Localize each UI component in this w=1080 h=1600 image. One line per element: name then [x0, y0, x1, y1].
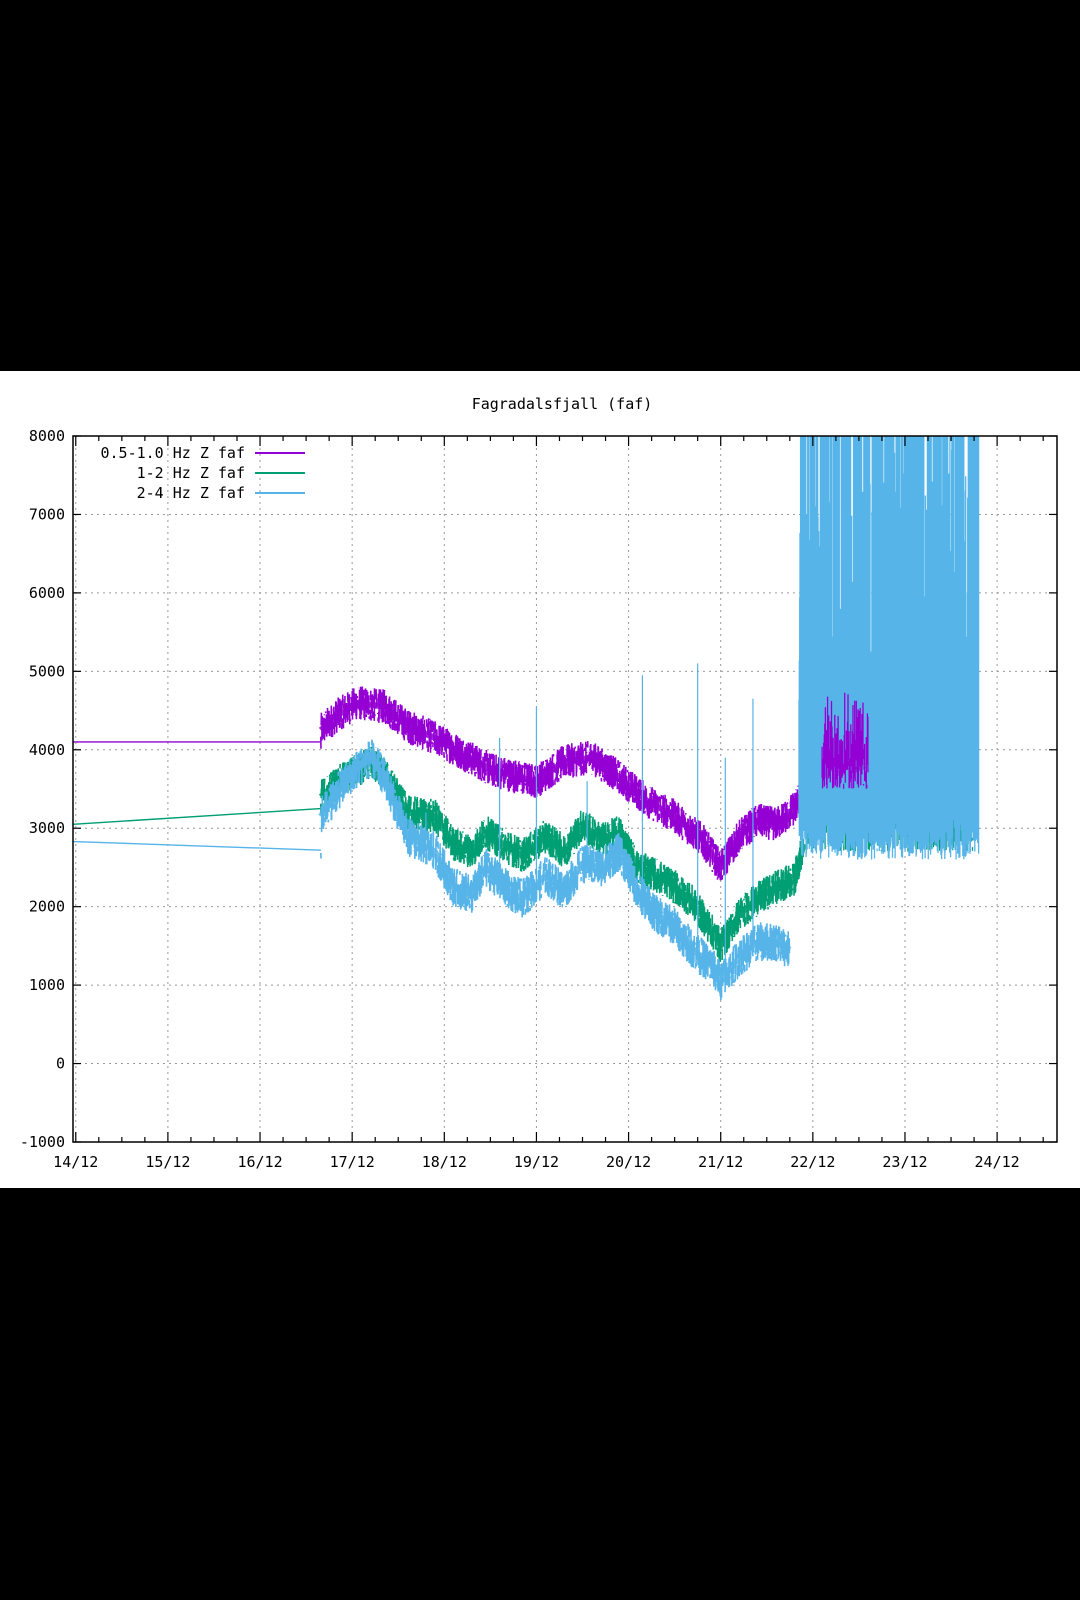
- series-core: [318, 758, 807, 949]
- axes: -1000 0 1000 2000 3000 4000 5000 6000 7000 8000 14…: [20, 427, 1057, 1171]
- legend: 0.5-1.0 Hz Z faf 1-2 Hz Z faf 2-4 Hz Z faf: [101, 444, 305, 502]
- y-tick-label: 6000: [29, 584, 65, 602]
- x-tick-label: 23/12: [882, 1153, 927, 1171]
- chart-panel: Fagradalsfjall (faf) -1000 0 1000 2000 3000 4…: [0, 371, 1080, 1188]
- legend-label: 1-2 Hz Z faf: [137, 464, 245, 482]
- x-tick-label: 21/12: [698, 1153, 743, 1171]
- x-tick-label: 24/12: [975, 1153, 1020, 1171]
- y-tick-label: 1000: [29, 976, 65, 994]
- legend-label: 2-4 Hz Z faf: [137, 484, 245, 502]
- y-tick-label: 2000: [29, 898, 65, 916]
- y-tick-label: 4000: [29, 741, 65, 759]
- x-tick-label: 16/12: [237, 1153, 282, 1171]
- x-tick-label: 18/12: [422, 1153, 467, 1171]
- x-tick-label: 19/12: [514, 1153, 559, 1171]
- series-1-overlay: [821, 692, 869, 789]
- y-tick-label: 5000: [29, 662, 65, 680]
- y-tick-label: 0: [56, 1055, 65, 1073]
- x-tick-label: 14/12: [53, 1153, 98, 1171]
- series-core: [318, 754, 792, 985]
- series-core: [318, 699, 870, 871]
- x-tick-label: 17/12: [330, 1153, 375, 1171]
- series-band: [821, 692, 869, 789]
- x-tick-label: 22/12: [790, 1153, 835, 1171]
- x-tick-label: 15/12: [145, 1153, 190, 1171]
- y-tick-label: 3000: [29, 819, 65, 837]
- plot-border: [72, 435, 1058, 1143]
- chart: Fagradalsfjall (faf) -1000 0 1000 2000 3000 4…: [20, 395, 1058, 1171]
- legend-label: 0.5-1.0 Hz Z faf: [101, 444, 246, 462]
- y-tick-label: 7000: [29, 505, 65, 523]
- x-tick-label: 20/12: [606, 1153, 651, 1171]
- series-3: [72, 436, 980, 1001]
- y-tick-label: 8000: [29, 427, 65, 445]
- series-line-flat: [72, 840, 321, 851]
- y-tick-label: -1000: [20, 1133, 65, 1151]
- series-line-flat: [72, 807, 321, 825]
- series-layer: [72, 436, 980, 1001]
- chart-title: Fagradalsfjall (faf): [472, 395, 653, 413]
- series-eruption-noise: [798, 436, 980, 860]
